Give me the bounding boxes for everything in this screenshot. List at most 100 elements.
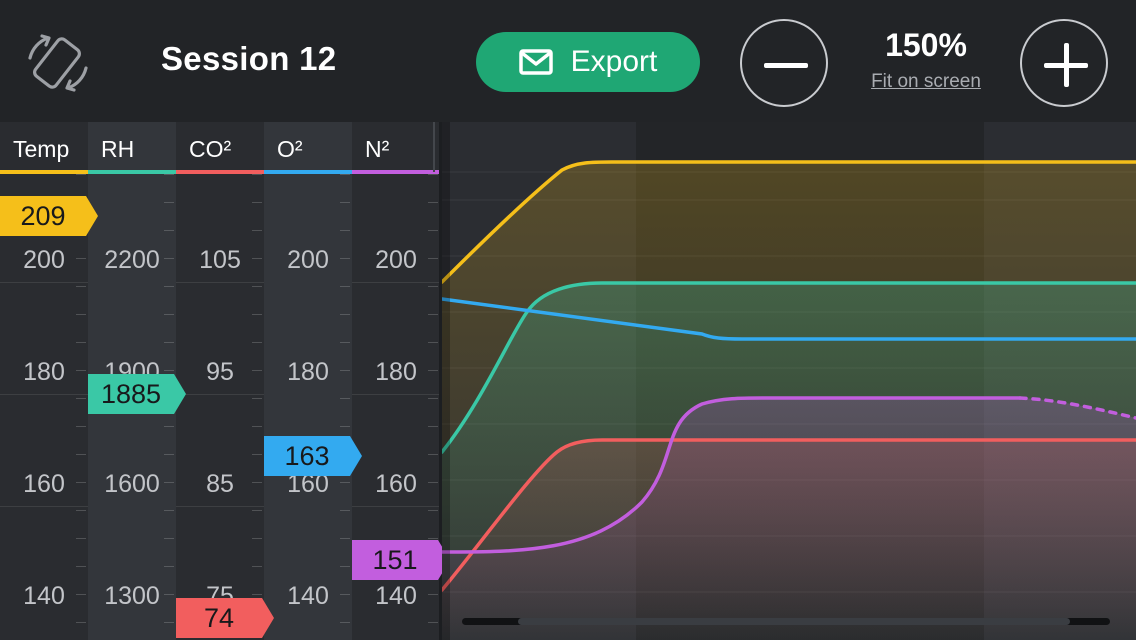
export-button[interactable]: Export [476, 32, 700, 92]
zoom-level: 150% [885, 27, 967, 63]
tick-label: 1300 [104, 582, 160, 610]
axis-color-bar [88, 170, 176, 174]
minor-tick [252, 230, 262, 231]
minor-tick [164, 454, 174, 455]
minor-tick [252, 370, 262, 371]
rotate-device-icon [28, 34, 88, 92]
minor-tick [428, 454, 438, 455]
co2-value-marker[interactable]: 74 [176, 598, 274, 638]
minor-tick [76, 426, 86, 427]
minor-tick [428, 286, 438, 287]
axis-column-o2[interactable]: O² 200 180 160 140 [264, 122, 352, 640]
minor-tick [252, 510, 262, 511]
gridline [0, 394, 442, 395]
minor-tick [76, 454, 86, 455]
minor-tick [76, 538, 86, 539]
minor-tick [340, 342, 350, 343]
o2-series-line [440, 297, 1136, 341]
tick-label: 140 [287, 582, 329, 610]
axis-panel-edge [439, 122, 442, 640]
minor-tick [76, 314, 86, 315]
minor-tick [76, 594, 86, 595]
axis-column-co2[interactable]: CO² 105 95 85 75 [176, 122, 264, 640]
minor-tick [252, 426, 262, 427]
axis-header: CO² [189, 136, 232, 162]
minor-tick [340, 258, 350, 259]
axis-color-bar [176, 170, 264, 174]
minor-tick [428, 258, 438, 259]
tick-label: 160 [23, 470, 65, 498]
tick-label: 200 [23, 246, 65, 274]
axis-column-n2[interactable]: N² 200 180 160 140 [352, 122, 440, 640]
axis-header: Temp [13, 136, 70, 162]
tick-label: 180 [23, 358, 65, 386]
minor-tick [340, 482, 350, 483]
minor-tick [428, 482, 438, 483]
minor-tick [164, 286, 174, 287]
minor-tick [428, 342, 438, 343]
minor-tick [252, 342, 262, 343]
minor-tick [340, 538, 350, 539]
rh-value-marker[interactable]: 1885 [88, 374, 186, 414]
minor-tick [252, 594, 262, 595]
tick-label: 180 [287, 358, 329, 386]
minor-tick [340, 566, 350, 567]
minor-tick [428, 398, 438, 399]
minor-tick [340, 174, 350, 175]
scrollbar-thumb[interactable] [518, 618, 1070, 625]
mail-icon [518, 49, 553, 75]
minor-tick [428, 370, 438, 371]
axis-panel: Temp 200 180 160 140 RH 2200 1900 1600 1… [0, 122, 442, 640]
n2-series-forecast [1018, 396, 1136, 420]
minor-tick [76, 370, 86, 371]
minor-tick [340, 230, 350, 231]
minor-tick [428, 594, 438, 595]
zoom-out-button[interactable] [740, 19, 828, 107]
n2-value-marker[interactable]: 151 [352, 540, 442, 580]
minor-tick [164, 174, 174, 175]
minor-tick [428, 174, 438, 175]
tick-label: 180 [375, 358, 417, 386]
minor-tick [252, 174, 262, 175]
temp-value-marker[interactable]: 209 [0, 196, 98, 236]
o2-value-marker[interactable]: 163 [264, 436, 362, 476]
minor-tick [252, 482, 262, 483]
tick-label: 200 [287, 246, 329, 274]
tick-label: 200 [375, 246, 417, 274]
minor-tick [76, 342, 86, 343]
chart-area[interactable] [440, 122, 1136, 640]
axis-color-bar [264, 170, 352, 174]
temp-series-line [440, 160, 1136, 284]
minor-tick [428, 538, 438, 539]
minor-tick [164, 342, 174, 343]
n2-series-line [440, 396, 1022, 554]
minor-tick [252, 398, 262, 399]
zoom-in-button[interactable] [1020, 19, 1108, 107]
minor-tick [76, 286, 86, 287]
axis-header: O² [277, 136, 303, 162]
axis-header: N² [365, 136, 390, 162]
axis-column-temp[interactable]: Temp 200 180 160 140 [0, 122, 88, 640]
tick-label: 95 [206, 358, 234, 386]
minor-tick [340, 398, 350, 399]
minor-tick [252, 286, 262, 287]
minor-tick [428, 622, 438, 623]
minor-tick [76, 566, 86, 567]
tick-label: 2200 [104, 246, 160, 274]
fit-on-screen-link[interactable]: Fit on screen [871, 71, 981, 92]
minor-tick [252, 258, 262, 259]
tick-label: 140 [23, 582, 65, 610]
minor-tick [164, 622, 174, 623]
tick-label: 140 [375, 582, 417, 610]
gridline [0, 506, 442, 507]
minor-tick [340, 510, 350, 511]
tick-label: 160 [375, 470, 417, 498]
minor-tick [164, 538, 174, 539]
tick-label: 1600 [104, 470, 160, 498]
minor-tick [340, 426, 350, 427]
minor-tick [428, 426, 438, 427]
rotate-device-button[interactable] [22, 32, 94, 94]
minor-tick [252, 314, 262, 315]
minor-tick [164, 566, 174, 567]
minor-tick [428, 202, 438, 203]
